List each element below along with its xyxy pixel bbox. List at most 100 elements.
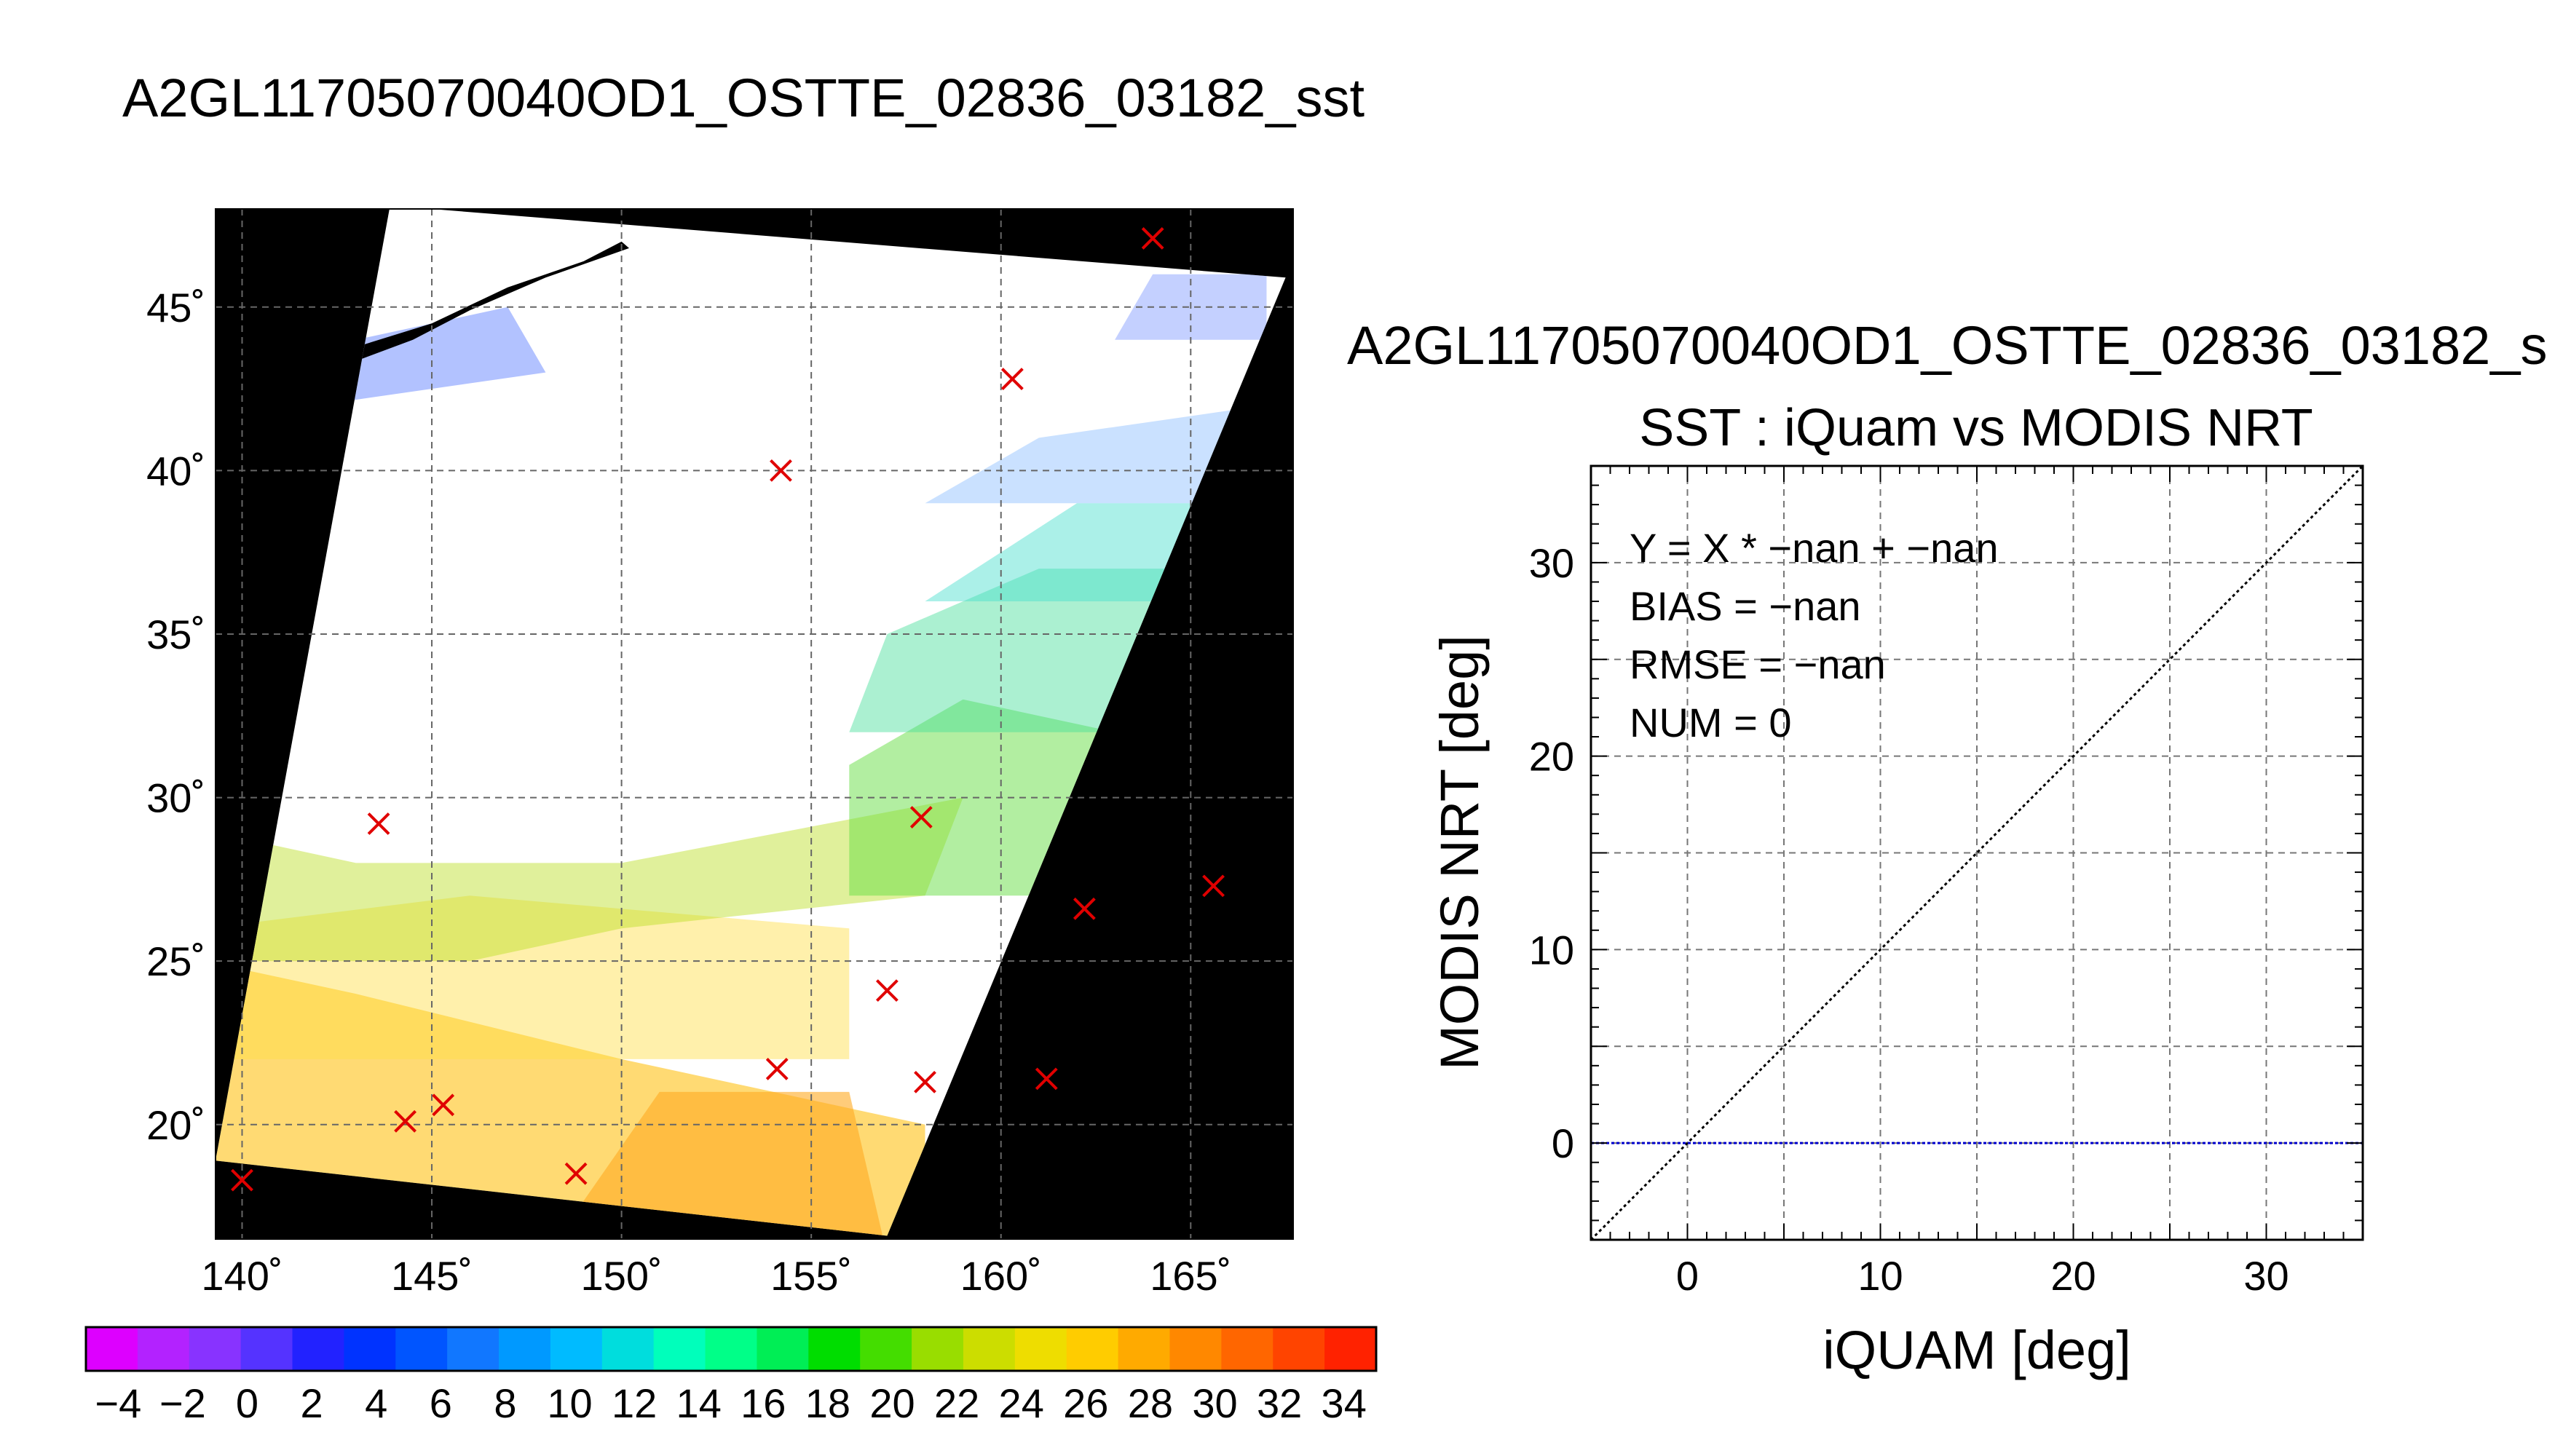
scatter-minor-ticks [1590, 465, 2364, 1241]
colorbar-swatches [86, 1327, 1377, 1371]
colorbar-swatch [601, 1327, 655, 1371]
colorbar-swatch [1066, 1327, 1119, 1371]
map-x-tick-label: 140˚ [201, 1253, 283, 1299]
station-marker [432, 1093, 455, 1117]
stats-fit-line: Y = X * −nan + −nan [1630, 525, 1999, 571]
scatter-y-tick-labels: 0 10 20 30 [1529, 540, 1574, 1166]
map-markers [231, 227, 1225, 1192]
station-marker [770, 459, 792, 482]
map-y-tick-label: 35˚ [146, 612, 205, 657]
scatter-x-tick-label: 10 [1857, 1253, 1903, 1299]
station-marker [914, 1070, 936, 1093]
colorbar: −4 −2 0 2 4 6 8 10 12 14 16 18 20 22 24 26 28 30 32 34 [84, 1326, 1378, 1426]
station-marker [367, 812, 390, 835]
scatter-frame [1590, 464, 2364, 1241]
colorbar-tick-label: 18 [805, 1380, 850, 1426]
colorbar-swatch [1273, 1327, 1325, 1371]
map-x-tick-label: 150˚ [581, 1253, 663, 1299]
station-marker [1000, 368, 1024, 391]
colorbar-tick-label: 28 [1128, 1380, 1173, 1426]
colorbar-swatch [137, 1327, 190, 1371]
scatter-y-tick-label: 20 [1529, 734, 1574, 780]
colorbar-tick-label: 10 [547, 1380, 592, 1426]
colorbar-swatch [705, 1327, 758, 1371]
map-y-tick-label: 25˚ [146, 938, 205, 984]
map-x-tick-labels: 140˚ 145˚ 150˚ 155˚ 160˚ 165˚ [201, 1253, 1231, 1299]
colorbar-swatch [240, 1327, 293, 1371]
colorbar-swatch [653, 1327, 706, 1371]
colorbar-swatch [447, 1327, 499, 1371]
scatter-y-tick-label: 0 [1552, 1120, 1574, 1166]
sst-patch [849, 699, 1115, 896]
sst-patch [216, 895, 850, 1059]
scatter-x-tick-labels: 0 10 20 30 [1676, 1253, 2289, 1299]
colorbar-swatch [1221, 1327, 1273, 1371]
map-grid [216, 209, 1293, 1239]
scatter-stats: Y = X * −nan + −nan BIAS = −nan RMSE = −… [1630, 525, 1999, 745]
scatter-x-tick-label: 30 [2243, 1253, 2289, 1299]
colorbar-tick-label: 2 [301, 1380, 323, 1426]
colorbar-swatch [292, 1327, 344, 1371]
station-marker [909, 806, 933, 828]
stats-rmse: RMSE = −nan [1630, 641, 1886, 687]
colorbar-tick-label: 24 [999, 1380, 1044, 1426]
colorbar-swatch [395, 1327, 448, 1371]
scatter-x-label: iQUAM [deg] [1823, 1320, 2131, 1380]
map-y-tick-label: 30˚ [146, 775, 205, 821]
stats-bias: BIAS = −nan [1630, 583, 1861, 629]
station-marker [1035, 1067, 1058, 1091]
one-to-one-line [1590, 464, 2364, 1241]
sst-patch [216, 797, 963, 962]
colorbar-tick-labels: −4 −2 0 2 4 6 8 10 12 14 16 18 20 22 24 26 28 30 32 34 [95, 1380, 1366, 1426]
stats-num: NUM = 0 [1630, 700, 1792, 745]
map-y-tick-label: 20˚ [146, 1102, 205, 1148]
colorbar-tick-label: 8 [494, 1380, 516, 1426]
colorbar-swatch [550, 1327, 603, 1371]
colorbar-tick-label: −4 [95, 1380, 141, 1426]
colorbar-frame [84, 1326, 1378, 1372]
map-y-tick-label: 45˚ [146, 285, 205, 331]
station-marker [231, 1168, 253, 1192]
map-x-tick-label: 155˚ [770, 1253, 852, 1299]
sst-patch [317, 306, 546, 405]
station-marker [1141, 227, 1164, 250]
station-marker [765, 1057, 789, 1080]
colorbar-tick-label: −2 [159, 1380, 206, 1426]
colorbar-swatch [344, 1327, 396, 1371]
scatter-y-label: MODIS NRT [deg] [1429, 635, 1490, 1070]
map-swath [216, 205, 1286, 1236]
colorbar-swatch [189, 1327, 242, 1371]
scatter-y-tick-label: 30 [1529, 540, 1574, 586]
colorbar-tick-label: 4 [365, 1380, 387, 1426]
colorbar-tick-label: 0 [236, 1380, 258, 1426]
scatter-panel: 0 10 20 30 0 10 20 30 Y = X * −nan + −nan BIAS… [1429, 464, 2364, 1380]
colorbar-swatch [757, 1327, 809, 1371]
colorbar-tick-label: 32 [1257, 1380, 1302, 1426]
station-marker [394, 1109, 416, 1133]
map-x-tick-label: 165˚ [1150, 1253, 1231, 1299]
colorbar-tick-label: 34 [1322, 1380, 1367, 1426]
station-marker [875, 979, 899, 1002]
station-marker [564, 1162, 588, 1185]
colorbar-tick-label: 26 [1063, 1380, 1108, 1426]
scatter-x-tick-label: 0 [1676, 1253, 1699, 1299]
colorbar-swatch [963, 1327, 1016, 1371]
scatter-reference-lines [1590, 464, 2364, 1241]
map-frame [215, 208, 1294, 1240]
colorbar-swatch [1118, 1327, 1171, 1371]
station-marker [1073, 897, 1096, 920]
colorbar-tick-label: 22 [934, 1380, 979, 1426]
scatter-title: SST : iQuam vs MODIS NRT [1639, 399, 2313, 457]
map-title: A2GL11705070040OD1_OSTTE_02836_03182_sst [122, 68, 1365, 128]
scatter-x-tick-label: 20 [2050, 1253, 2096, 1299]
colorbar-tick-label: 20 [869, 1380, 915, 1426]
colorbar-swatch [808, 1327, 861, 1371]
colorbar-tick-label: 6 [430, 1380, 452, 1426]
colorbar-swatch [86, 1327, 138, 1371]
colorbar-tick-label: 14 [676, 1380, 722, 1426]
colorbar-swatch [1324, 1327, 1377, 1371]
station-marker [1202, 874, 1225, 898]
colorbar-swatch [1014, 1327, 1067, 1371]
colorbar-tick-label: 30 [1192, 1380, 1237, 1426]
